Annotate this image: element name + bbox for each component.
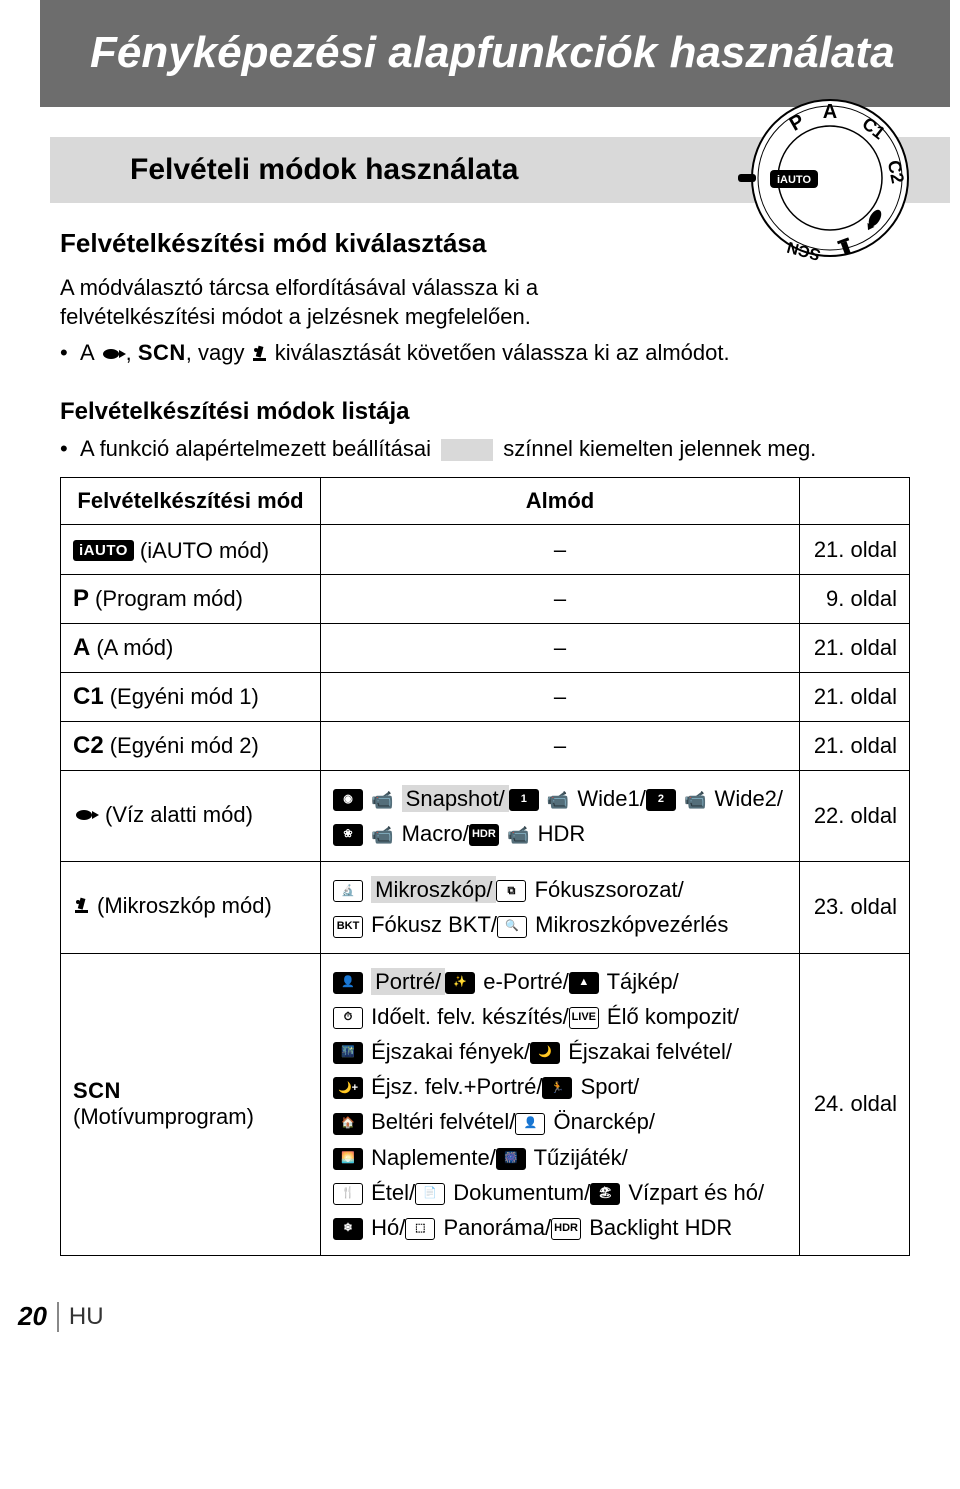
page-ref: 21. oldal bbox=[800, 623, 910, 672]
mode-name: (Mikroszkóp mód) bbox=[97, 893, 272, 919]
mode-glyph-icon: 🍴 bbox=[333, 1183, 363, 1205]
page-ref: 23. oldal bbox=[800, 862, 910, 953]
mode-glyph-icon: 🌅 bbox=[333, 1148, 363, 1170]
mode-letter: A bbox=[73, 634, 90, 662]
mode-glyph-icon: 📄 bbox=[415, 1183, 445, 1205]
mode-glyph-icon: 🌙 bbox=[530, 1042, 560, 1064]
mode-glyph-icon: 🌃 bbox=[333, 1042, 363, 1064]
mode-glyph-icon: HDR bbox=[551, 1218, 581, 1240]
shooting-modes-table: Felvételkészítési mód Almód iAUTO (iAUTO… bbox=[60, 477, 910, 1256]
mode-glyph-icon: ⏱ bbox=[333, 1007, 363, 1029]
page-footer: 20 HU bbox=[0, 1301, 960, 1332]
mode-glyph-icon: 1 bbox=[509, 789, 539, 811]
mode-glyph-icon: 2 bbox=[646, 789, 676, 811]
submode-note: • A , SCN, vagy kiválasztását követően v… bbox=[60, 338, 910, 368]
mode-glyph-icon: 🏃 bbox=[542, 1077, 572, 1099]
submode-cell: ◉ 📹 Snapshot/1 📹 Wide1/2 📹 Wide2/❀ 📹 Mac… bbox=[321, 770, 800, 861]
mode-glyph-icon: HDR bbox=[469, 824, 499, 846]
movie-icon: 📹 bbox=[507, 821, 529, 850]
table-row: (Mikroszkóp mód) 🔬 Mikroszkóp/⧉ Fókuszsor… bbox=[61, 862, 910, 953]
mode-name: (Motívumprogram) bbox=[73, 1104, 254, 1129]
table-row: P (Program mód) –9. oldal bbox=[61, 574, 910, 623]
scn-text: SCN bbox=[138, 340, 186, 365]
mode-glyph-icon: 🔍 bbox=[497, 916, 527, 938]
submode-cell: – bbox=[321, 721, 800, 770]
svg-text:iAUTO: iAUTO bbox=[777, 174, 811, 186]
table-row: iAUTO (iAUTO mód) –21. oldal bbox=[61, 525, 910, 575]
mode-name: (A mód) bbox=[96, 635, 173, 661]
mode-list-heading: Felvételkészítési módok listája bbox=[60, 398, 910, 426]
bullet-icon: • bbox=[60, 434, 80, 464]
mode-glyph-icon: ❀ bbox=[333, 824, 363, 846]
mode-glyph-icon: BKT bbox=[333, 916, 363, 938]
movie-icon: 📹 bbox=[371, 786, 393, 815]
mode-glyph-icon: 🎆 bbox=[496, 1148, 526, 1170]
scn-label: SCN bbox=[73, 1078, 121, 1103]
submode-cell: 🔬 Mikroszkóp/⧉ Fókuszsorozat/BKT Fókusz … bbox=[321, 862, 800, 953]
th-mode: Felvételkészítési mód bbox=[61, 478, 321, 525]
mode-name: (Egyéni mód 2) bbox=[110, 733, 259, 759]
table-row: C2 (Egyéni mód 2) –21. oldal bbox=[61, 721, 910, 770]
submode-cell: – bbox=[321, 672, 800, 721]
mode-glyph-icon: ◉ bbox=[333, 789, 363, 811]
svg-text:A: A bbox=[823, 101, 837, 123]
submode-cell: – bbox=[321, 623, 800, 672]
mode-glyph-icon: 🔬 bbox=[333, 880, 363, 902]
page-ref: 21. oldal bbox=[800, 721, 910, 770]
table-row: (Víz alatti mód) ◉ 📹 Snapshot/1 📹 Wide1/2… bbox=[61, 770, 910, 861]
mode-glyph-icon: ▲ bbox=[569, 972, 599, 994]
table-row: A (A mód) –21. oldal bbox=[61, 623, 910, 672]
mode-glyph-icon: 🏠 bbox=[333, 1113, 363, 1135]
language-code: HU bbox=[69, 1303, 104, 1331]
table-row: SCN(Motívumprogram) 👤 Portré/✨ e-Portré/▲… bbox=[61, 953, 910, 1256]
fish-icon bbox=[100, 345, 126, 363]
mode-name: (Egyéni mód 1) bbox=[110, 684, 259, 710]
mode-glyph-icon: ❄ bbox=[333, 1218, 363, 1240]
chapter-title: Fényképezési alapfunkciók használata bbox=[90, 28, 920, 79]
intro-paragraph: A módválasztó tárcsa elfordításával vála… bbox=[60, 273, 910, 332]
mode-glyph-icon: 👤 bbox=[515, 1113, 545, 1135]
microscope-icon bbox=[73, 896, 91, 916]
mode-glyph-icon: ⧉ bbox=[496, 880, 526, 902]
bullet-icon: • bbox=[60, 338, 80, 368]
page-number: 20 bbox=[18, 1301, 47, 1332]
page-ref: 22. oldal bbox=[800, 770, 910, 861]
iauto-badge-icon: iAUTO bbox=[73, 540, 134, 561]
mode-letter: P bbox=[73, 585, 89, 613]
mode-glyph-icon: 🌙+ bbox=[333, 1077, 363, 1099]
mode-letter: C2 bbox=[73, 732, 104, 760]
default-settings-note: • A funkció alapértelmezett beállításai … bbox=[60, 434, 910, 464]
th-page bbox=[800, 478, 910, 525]
page-ref: 21. oldal bbox=[800, 672, 910, 721]
fish-icon bbox=[73, 806, 99, 824]
mode-glyph-icon: 🏖 bbox=[590, 1183, 620, 1205]
mode-glyph-icon: ✨ bbox=[445, 972, 475, 994]
page-ref: 21. oldal bbox=[800, 525, 910, 575]
movie-icon: 📹 bbox=[684, 786, 706, 815]
microscope-icon bbox=[251, 344, 269, 364]
mode-glyph-icon: 👤 bbox=[333, 972, 363, 994]
mode-dial-illustration: iAUTO A P C1 C2 SCN bbox=[710, 88, 910, 273]
submode-cell: 👤 Portré/✨ e-Portré/▲ Tájkép/⏱ Időelt. f… bbox=[321, 953, 800, 1256]
mode-name: (Víz alatti mód) bbox=[105, 802, 253, 828]
page-ref: 24. oldal bbox=[800, 953, 910, 1256]
mode-name: (iAUTO mód) bbox=[140, 538, 269, 564]
mode-glyph-icon: LIVE bbox=[569, 1007, 599, 1029]
movie-icon: 📹 bbox=[371, 821, 393, 850]
submode-cell: – bbox=[321, 525, 800, 575]
section-title: Felvételi módok használata bbox=[130, 153, 518, 186]
mode-letter: C1 bbox=[73, 683, 104, 711]
submode-cell: – bbox=[321, 574, 800, 623]
table-row: C1 (Egyéni mód 1) –21. oldal bbox=[61, 672, 910, 721]
mode-glyph-icon: ⬚ bbox=[405, 1218, 435, 1240]
mode-name: (Program mód) bbox=[95, 586, 243, 612]
highlight-swatch bbox=[441, 439, 493, 461]
th-submode: Almód bbox=[321, 478, 800, 525]
footer-divider bbox=[57, 1302, 59, 1332]
movie-icon: 📹 bbox=[547, 786, 569, 815]
page-ref: 9. oldal bbox=[800, 574, 910, 623]
